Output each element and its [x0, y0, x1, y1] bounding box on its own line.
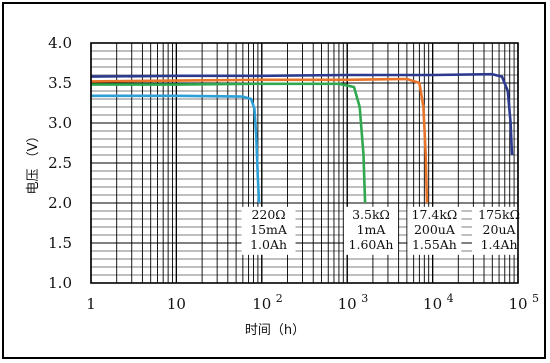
y-tick-label: 1.5 — [48, 234, 72, 252]
annotation-text: 1.4Ah — [481, 237, 518, 252]
annotation-box — [241, 206, 296, 255]
plot-area-border — [90, 42, 519, 284]
y-tick-label: 3.0 — [48, 114, 72, 132]
y-tick-label: 3.5 — [48, 74, 72, 92]
annotation-text: 17.4kΩ — [412, 207, 458, 222]
x-axis-label: 时间（h） — [245, 323, 305, 338]
annotations: 220Ω15mA1.0Ah3.5kΩ1mA1.60Ah17.4kΩ200uA1.… — [241, 206, 527, 255]
x-tick-label: 10 — [167, 295, 186, 313]
x-tick-label: 10 — [423, 295, 442, 313]
annotation-text: 200uA — [414, 222, 456, 237]
series-line — [91, 94, 261, 204]
x-tick-label: 1 — [86, 295, 96, 313]
x-tick-exponent: 4 — [447, 292, 454, 305]
y-tick-label: 2.0 — [48, 194, 72, 212]
annotation-text: 220Ω — [251, 207, 285, 222]
y-axis-label: 电压 （V） — [26, 129, 41, 194]
x-tick-label: 10 — [338, 295, 357, 313]
y-tick-label: 1.0 — [48, 274, 72, 292]
series-line — [91, 82, 367, 204]
y-tick-label: 4.0 — [48, 34, 72, 52]
y-tick-labels: 1.0 1.5 2.0 2.5 3.0 3.5 4.0 — [48, 34, 72, 292]
annotation-text: 20uA — [483, 222, 517, 237]
annotation-text: 1.60Ah — [349, 237, 394, 252]
annotation-text: 1.55Ah — [412, 237, 457, 252]
x-tick-label: 10 — [252, 295, 271, 313]
annotation-box — [472, 206, 527, 255]
x-tick-exponent: 5 — [532, 292, 539, 305]
y-tick-label: 2.5 — [48, 154, 72, 172]
x-tick-labels: 1 10 10 2 10 3 10 4 10 5 — [86, 292, 539, 313]
x-tick-exponent: 3 — [361, 292, 368, 305]
annotation-text: 15mA — [250, 222, 288, 237]
annotation-text: 3.5kΩ — [352, 207, 390, 222]
chart-frame — [2, 2, 546, 359]
annotation-box — [344, 206, 399, 255]
series-lines — [90, 72, 514, 204]
annotation-box — [407, 206, 462, 255]
series-line — [90, 72, 514, 156]
series-line — [90, 77, 429, 204]
x-tick-exponent: 2 — [276, 292, 283, 305]
annotation-text: 1.0Ah — [250, 237, 287, 252]
x-tick-label: 10 — [508, 295, 527, 313]
annotation-text: 175kΩ — [478, 207, 520, 222]
annotation-text: 1mA — [357, 222, 387, 237]
